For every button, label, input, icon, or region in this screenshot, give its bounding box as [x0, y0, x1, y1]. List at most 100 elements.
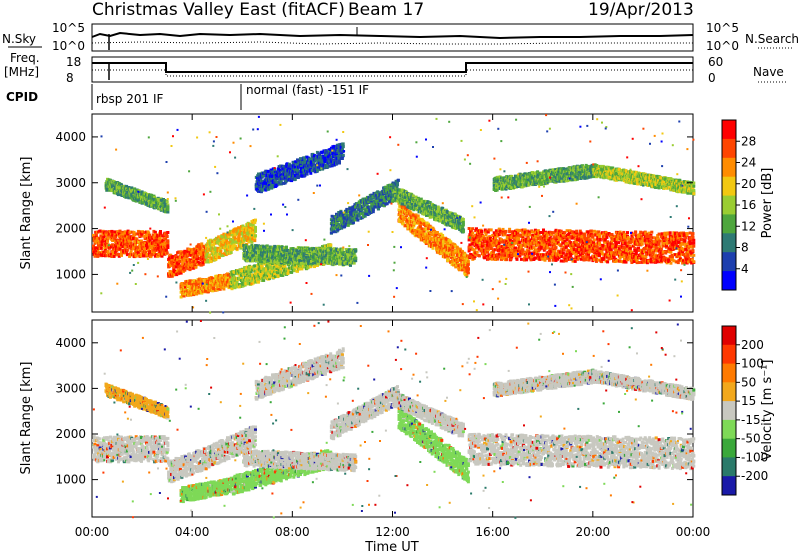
- echo-cell: [204, 255, 208, 259]
- echo-cell: [210, 276, 214, 280]
- echo-cell: [382, 195, 386, 199]
- echo-cell: [128, 230, 132, 234]
- echo-cell: [259, 272, 263, 276]
- echo-cell: [335, 247, 339, 251]
- echo-cell: [195, 249, 199, 253]
- echo-cell: [355, 216, 359, 220]
- echo-cell: [411, 194, 415, 198]
- echo-cell: [230, 287, 234, 291]
- echo-cell: [246, 235, 250, 239]
- echo-cell: [278, 263, 282, 267]
- echo-cell: [419, 197, 423, 201]
- echo-cell: [275, 250, 279, 253]
- echo-cell: [162, 239, 165, 243]
- echo-cell: [250, 243, 254, 247]
- echo-cell: [285, 249, 289, 252]
- echo-cell: [376, 199, 380, 203]
- echo-cell: [327, 249, 331, 253]
- echo-cell: [246, 237, 250, 241]
- echo-cell: [192, 247, 196, 251]
- echo-cell: [354, 218, 358, 222]
- echo-cell: [92, 233, 95, 237]
- echo-cell: [195, 255, 199, 259]
- echo-cell: [371, 207, 375, 211]
- echo-cell: [245, 250, 249, 254]
- echo-cell: [296, 250, 300, 254]
- echo-cell: [406, 194, 410, 198]
- echo-cell: [219, 283, 223, 287]
- echo-cell: [164, 248, 168, 252]
- echo-cell: [109, 235, 113, 238]
- cpid-label: CPID: [6, 90, 38, 104]
- echo-cell: [332, 247, 336, 251]
- echo-cell: [338, 261, 342, 265]
- echo-cell: [179, 271, 183, 275]
- echo-cell: [94, 233, 98, 237]
- echo-cell: [135, 232, 139, 236]
- echo-cell: [249, 222, 253, 226]
- echo-cell: [253, 221, 257, 225]
- echo-cell: [420, 227, 424, 231]
- echo-cell: [416, 214, 420, 218]
- echo-cell: [194, 261, 198, 265]
- echo-cell: [251, 268, 255, 272]
- echo-cell: [147, 231, 151, 235]
- echo-cell: [106, 239, 109, 243]
- echo-cell: [259, 262, 263, 266]
- echo-cell: [257, 270, 260, 274]
- echo-cell: [354, 259, 358, 263]
- echo-cell: [187, 284, 190, 288]
- echo-cell: [231, 238, 235, 242]
- echo-cell: [290, 270, 294, 274]
- echo-cell: [455, 245, 459, 249]
- echo-cell: [445, 243, 449, 247]
- echo-cell: [216, 246, 220, 250]
- echo-cell: [392, 185, 396, 188]
- echo-cell: [435, 240, 439, 244]
- echo-cell: [346, 252, 350, 256]
- echo-cell: [145, 247, 149, 251]
- echo-cell: [192, 279, 196, 283]
- echo-cell: [354, 210, 358, 214]
- echo-cell: [105, 231, 109, 235]
- nave-label: Nave: [753, 65, 784, 79]
- nsearch-tick-low: 10^0: [706, 39, 739, 53]
- echo-cell: [235, 246, 239, 250]
- echo-cell: [188, 279, 192, 283]
- echo-cell: [293, 260, 297, 264]
- echo-cell: [456, 247, 460, 251]
- echo-cell: [148, 246, 152, 250]
- echo-cell: [242, 226, 246, 230]
- echo-cell: [148, 252, 151, 256]
- echo-cell: [413, 228, 416, 232]
- echo-cell: [341, 213, 345, 217]
- echo-cell: [344, 222, 348, 226]
- cpid-row: CPID rbsp 201 IF normal (fast) -151 IF: [6, 83, 369, 110]
- echo-cell: [249, 270, 253, 274]
- echo-cell: [231, 247, 235, 251]
- echo-cell: [276, 274, 280, 278]
- echo-cell: [424, 227, 428, 231]
- echo-cell: [148, 233, 151, 237]
- echo-cell: [466, 260, 470, 264]
- echo-cell: [229, 284, 233, 288]
- echo-cell: [328, 252, 332, 256]
- echo-cell: [227, 282, 231, 286]
- echo-cell: [340, 226, 344, 230]
- echo-cell: [253, 273, 257, 277]
- echo-cell: [430, 233, 434, 237]
- echo-cell: [166, 240, 170, 244]
- echo-cell: [176, 263, 180, 267]
- echo-cell: [198, 244, 202, 248]
- echo-cell: [352, 261, 356, 265]
- echo-cell: [251, 237, 255, 241]
- echo-cell: [155, 240, 159, 244]
- echo-cell: [116, 238, 120, 242]
- echo-cell: [232, 270, 236, 274]
- echo-cell: [427, 214, 431, 217]
- echo-cell: [265, 268, 269, 272]
- echo-cell: [139, 249, 143, 253]
- echo-cell: [262, 268, 266, 272]
- echo-cell: [291, 247, 295, 250]
- echo-cell: [113, 238, 117, 242]
